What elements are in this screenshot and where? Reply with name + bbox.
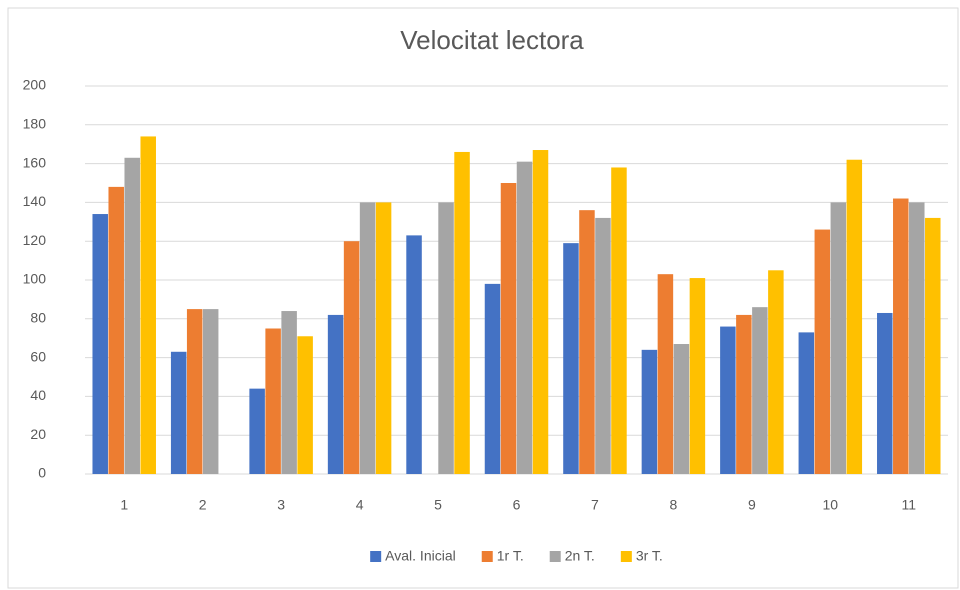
legend-swatch: [620, 551, 632, 562]
bar: [768, 270, 784, 474]
y-tick-label: 140: [23, 193, 47, 209]
bar: [925, 217, 941, 475]
y-tick-label: 60: [30, 348, 46, 364]
bar: [454, 151, 470, 474]
bar: [736, 314, 752, 474]
bar: [438, 202, 454, 474]
bar: [186, 309, 203, 474]
x-tick-label: 7: [591, 497, 599, 513]
bar: [909, 202, 925, 474]
y-tick-label: 40: [30, 387, 46, 403]
bar: [327, 314, 344, 474]
bar: [893, 198, 909, 474]
bar: [297, 336, 313, 474]
x-tick-label: 4: [356, 497, 364, 513]
bar: [579, 210, 595, 474]
bar: [611, 167, 627, 475]
bar: [673, 344, 690, 474]
bar: [563, 243, 579, 474]
y-tick-label: 100: [23, 271, 47, 287]
bar: [595, 217, 611, 475]
bar: [720, 326, 736, 474]
bar: [359, 202, 376, 474]
bar: [281, 311, 297, 474]
x-tick-label: 3: [277, 497, 285, 513]
x-tick-label: 6: [513, 497, 521, 513]
bar: [689, 278, 706, 474]
bar: [532, 150, 549, 474]
x-tick-label: 2: [199, 497, 207, 513]
bar: [641, 349, 658, 474]
bar: [202, 309, 219, 474]
y-tick-label: 160: [23, 154, 47, 170]
bar: [375, 202, 392, 474]
legend-swatch: [549, 551, 561, 562]
x-tick-label: 11: [901, 497, 916, 513]
legend-label: 2n T.: [565, 548, 595, 564]
bar: [249, 388, 265, 474]
bar: [798, 332, 815, 474]
bar: [265, 328, 281, 474]
bar: [830, 202, 847, 474]
bar: [752, 307, 768, 474]
bar: [846, 159, 863, 474]
bar: [170, 351, 187, 474]
bar: [516, 161, 533, 474]
bar: [484, 283, 501, 474]
bar: [92, 214, 108, 475]
legend-label: 3r T.: [636, 548, 663, 564]
bar: [343, 241, 360, 474]
chart-frame: [7, 7, 959, 589]
x-tick-label: 8: [670, 497, 678, 513]
bar: [657, 274, 674, 474]
x-tick-label: 10: [823, 497, 839, 513]
y-tick-label: 0: [38, 465, 46, 481]
bar: [140, 136, 156, 474]
chart-title: Velocitat lectora: [400, 25, 584, 55]
x-tick-label: 1: [120, 497, 128, 513]
legend-swatch: [481, 551, 493, 562]
bar: [877, 312, 893, 474]
legend-label: 1r T.: [497, 548, 524, 564]
y-tick-label: 20: [30, 426, 46, 442]
legend-label: Aval. Inicial: [385, 548, 456, 564]
y-tick-label: 80: [30, 310, 46, 326]
bar: [500, 183, 517, 474]
bar: [108, 186, 124, 474]
x-tick-label: 9: [748, 497, 756, 513]
bar: [814, 229, 831, 474]
legend-swatch: [370, 551, 382, 562]
bar: [124, 157, 140, 474]
y-tick-label: 180: [23, 116, 47, 132]
bar: [406, 235, 422, 474]
y-tick-label: 200: [23, 77, 47, 93]
x-tick-label: 5: [434, 497, 442, 513]
y-tick-label: 120: [23, 232, 47, 248]
